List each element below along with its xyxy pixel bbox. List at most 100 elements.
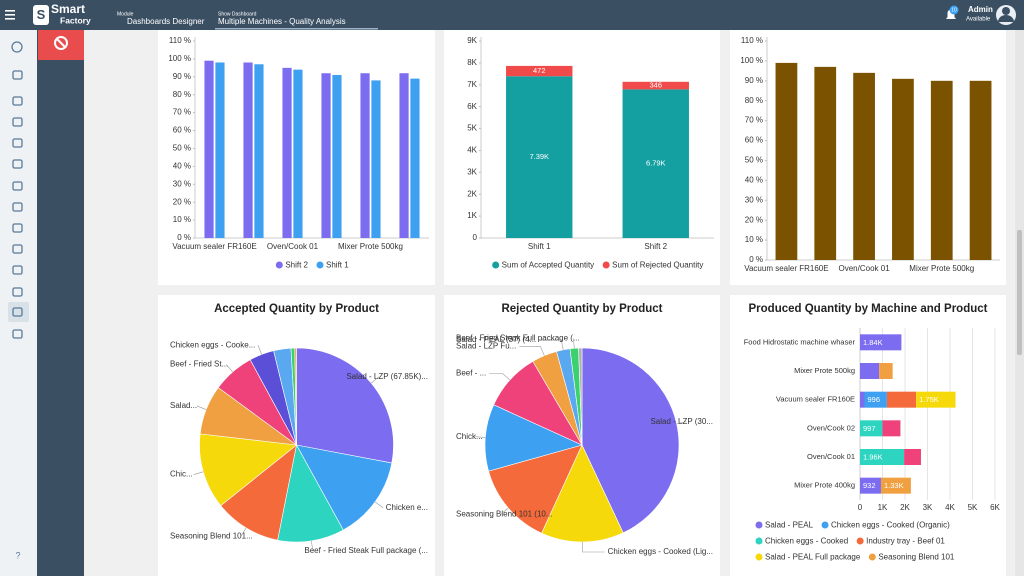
legend-swatch [755, 521, 763, 529]
delete-button[interactable] [38, 30, 84, 60]
search-icon[interactable] [11, 41, 23, 53]
logo[interactable]: S Smart Factory [33, 2, 91, 25]
chart-title: Produced Quantity by Machine and Product [749, 303, 988, 315]
x-tick-label: Vacuum sealer FR160E [172, 242, 256, 251]
y-tick-label: 80 % [173, 90, 191, 99]
legend-label: Seasoning Blend 101 [878, 553, 955, 562]
bar [371, 80, 381, 239]
data-label: 346 [649, 81, 662, 90]
scroll-thumb[interactable] [1017, 230, 1022, 355]
y-tick-label: 0 % [749, 255, 763, 264]
y-tick-label: 4K [467, 146, 477, 155]
bar [321, 73, 331, 239]
user-name: Admin [968, 5, 993, 14]
leader-line [676, 421, 687, 425]
bar-segment [880, 477, 911, 494]
notifications[interactable]: 10 [946, 5, 959, 20]
nav-icon[interactable] [12, 287, 23, 297]
y-tick-label: 70 % [173, 108, 191, 117]
nav-highlight [8, 302, 29, 322]
x-tick-label: Oven/Cook 01 [267, 242, 319, 251]
y-tick-label: 90 % [745, 76, 763, 85]
bar [293, 69, 303, 239]
legend-swatch [755, 537, 763, 545]
leader-line [539, 339, 564, 350]
legend-swatch [602, 261, 610, 269]
y-tick-label: 110 % [169, 36, 191, 45]
data-label: 472 [533, 66, 546, 75]
leader-line [475, 436, 486, 438]
y-tick-label: 90 % [173, 72, 191, 81]
bar-segment [860, 334, 902, 351]
legend-swatch [316, 261, 324, 269]
legend-label: Chicken eggs - Cooked [765, 537, 848, 546]
y-tick-label: 80 % [745, 96, 763, 105]
bar [930, 80, 953, 261]
help-button[interactable]: ? [15, 550, 20, 560]
nav-icon[interactable] [12, 202, 23, 212]
leader-line [519, 346, 545, 356]
nav-icon[interactable] [12, 244, 23, 254]
nav-icon[interactable] [12, 181, 23, 191]
legend-swatch [492, 261, 500, 269]
bar-segment [860, 391, 865, 408]
bar-segment [860, 449, 905, 465]
slice-label: Salad - LZP Fu... [456, 342, 516, 351]
bar-segment [916, 391, 956, 408]
dashboard-tab[interactable]: Multiple Machines - Quality Analysis [218, 17, 346, 26]
leader-line [193, 471, 204, 475]
bar [814, 66, 837, 260]
bar-segment [506, 76, 573, 238]
pie-slice [220, 444, 297, 541]
x-tick-label: Shift 2 [644, 242, 667, 251]
dashboard-label: Show Dashboard [218, 11, 257, 17]
y-tick-label: 40 % [173, 161, 191, 170]
y-tick-label: 20 % [173, 197, 191, 206]
nav-icon[interactable] [12, 223, 23, 233]
data-label: 1.96K [863, 452, 883, 461]
leader-line [257, 345, 262, 355]
x-tick-label: 6K [990, 503, 1000, 512]
pie-slice [295, 444, 393, 531]
slice-label: Seasoning Blend 101... [170, 532, 253, 541]
nav-icon[interactable] [12, 70, 23, 80]
pie-slice [484, 404, 583, 472]
legend-label: Salad - PEAL Full package [765, 553, 861, 562]
side-panel [37, 30, 84, 576]
data-label: 1.84K [863, 338, 883, 347]
nav-icon[interactable] [12, 117, 23, 127]
nav-icon[interactable] [12, 265, 23, 275]
y-tick-label: 7K [467, 80, 477, 89]
bar-segment [506, 65, 573, 77]
x-tick-label: Shift 1 [528, 242, 551, 251]
slice-label: Salad - LZP (30... [650, 417, 713, 426]
slice-label: Chic... [170, 470, 193, 479]
x-tick-label: 2K [900, 503, 910, 512]
bar [853, 72, 875, 260]
nav-icon[interactable] [12, 96, 23, 106]
nav-icon[interactable] [12, 329, 23, 339]
legend-label: Industry tray - Beef 01 [866, 537, 945, 546]
slice-label: Beef - ... [456, 368, 486, 377]
legend: Chicken eggs - Cooked Industry tray - Bee… [755, 537, 945, 546]
y-tick-label: 3K [467, 167, 477, 176]
bar-segment [886, 391, 917, 408]
bar-segment [904, 449, 921, 465]
slice-label: Salad... [170, 401, 197, 410]
y-tick-label: 100 % [740, 56, 763, 65]
module-link[interactable]: Dashboards Designer [127, 17, 205, 26]
menu-button[interactable] [5, 10, 15, 20]
y-tick-label: 0 [473, 233, 478, 242]
bar [410, 78, 420, 238]
y-tick-label: 20 % [745, 215, 763, 224]
avatar[interactable] [996, 5, 1016, 25]
bar [399, 73, 409, 239]
leader-line [500, 507, 509, 515]
nav-icon[interactable] [12, 307, 23, 317]
pie-slice [294, 347, 297, 446]
bar-segment [860, 420, 883, 437]
nav-icon[interactable] [12, 159, 23, 169]
nav-icon[interactable] [12, 138, 23, 148]
y-tick-label: Mixer Prote 500kg [794, 366, 855, 375]
y-tick-label: 5K [467, 124, 477, 133]
